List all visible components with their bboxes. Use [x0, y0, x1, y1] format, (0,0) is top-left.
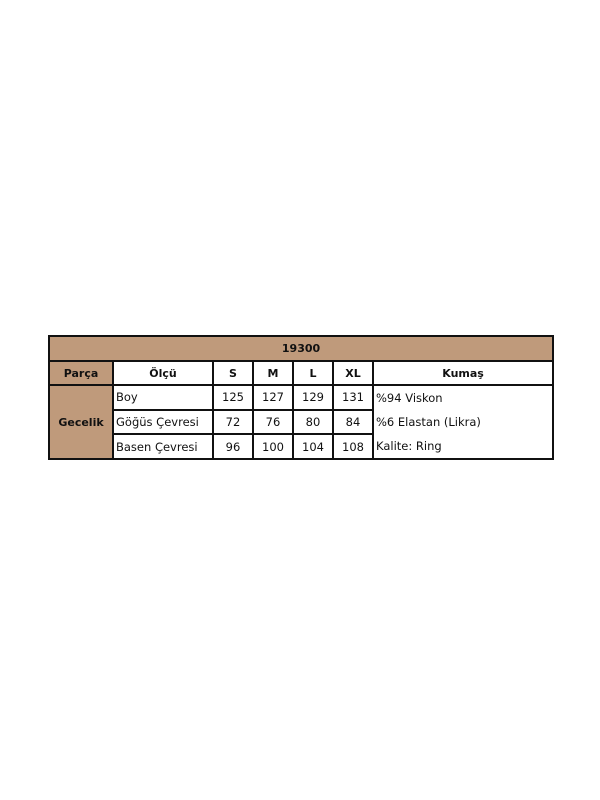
size-value: 125	[212, 384, 254, 411]
header-s: S	[212, 360, 254, 386]
size-value: 131	[332, 384, 374, 411]
fabric-line: Kalite: Ring	[376, 439, 442, 453]
header-kumas: Kumaş	[371, 360, 555, 386]
header-l: L	[292, 360, 334, 386]
size-value: 84	[332, 408, 374, 436]
header-olcu: Ölçü	[112, 360, 214, 386]
fabric-cell: %94 Viskon %6 Elastan (Likra) Kalite: Ri…	[371, 384, 555, 460]
fabric-line: %6 Elastan (Likra)	[376, 415, 481, 429]
part-name: Gecelik	[48, 384, 114, 460]
size-value: 72	[212, 408, 254, 436]
table-title: 19300	[47, 335, 555, 362]
measure-label: Göğüs Çevresi	[112, 408, 214, 436]
table-row: Gecelik Boy 125 127 129 131 %94 Viskon %…	[48, 384, 555, 460]
header-m: M	[252, 360, 294, 386]
header-xl: XL	[332, 360, 374, 386]
header-row: Parça Ölçü S M L XL Kumaş	[48, 360, 555, 386]
size-value: 100	[252, 433, 294, 460]
table-row: Göğüs Çevresi 72 76 80 84	[49, 408, 553, 436]
size-value: 108	[332, 433, 374, 460]
size-value: 80	[292, 408, 334, 436]
size-value: 76	[252, 408, 294, 436]
header-parca: Parça	[48, 360, 114, 386]
fabric-line: %94 Viskon	[376, 391, 443, 405]
measure-label: Basen Çevresi	[112, 433, 214, 460]
measure-label: Boy	[112, 384, 214, 411]
size-value: 104	[292, 433, 334, 460]
size-value: 96	[212, 433, 254, 460]
size-value: 127	[252, 384, 294, 411]
table-row: Basen Çevresi 96 100 104 108	[49, 433, 553, 460]
size-chart-table: 19300 Parça Ölçü S M L XL Kumaş Gecelik …	[47, 335, 555, 460]
size-value: 129	[292, 384, 334, 411]
